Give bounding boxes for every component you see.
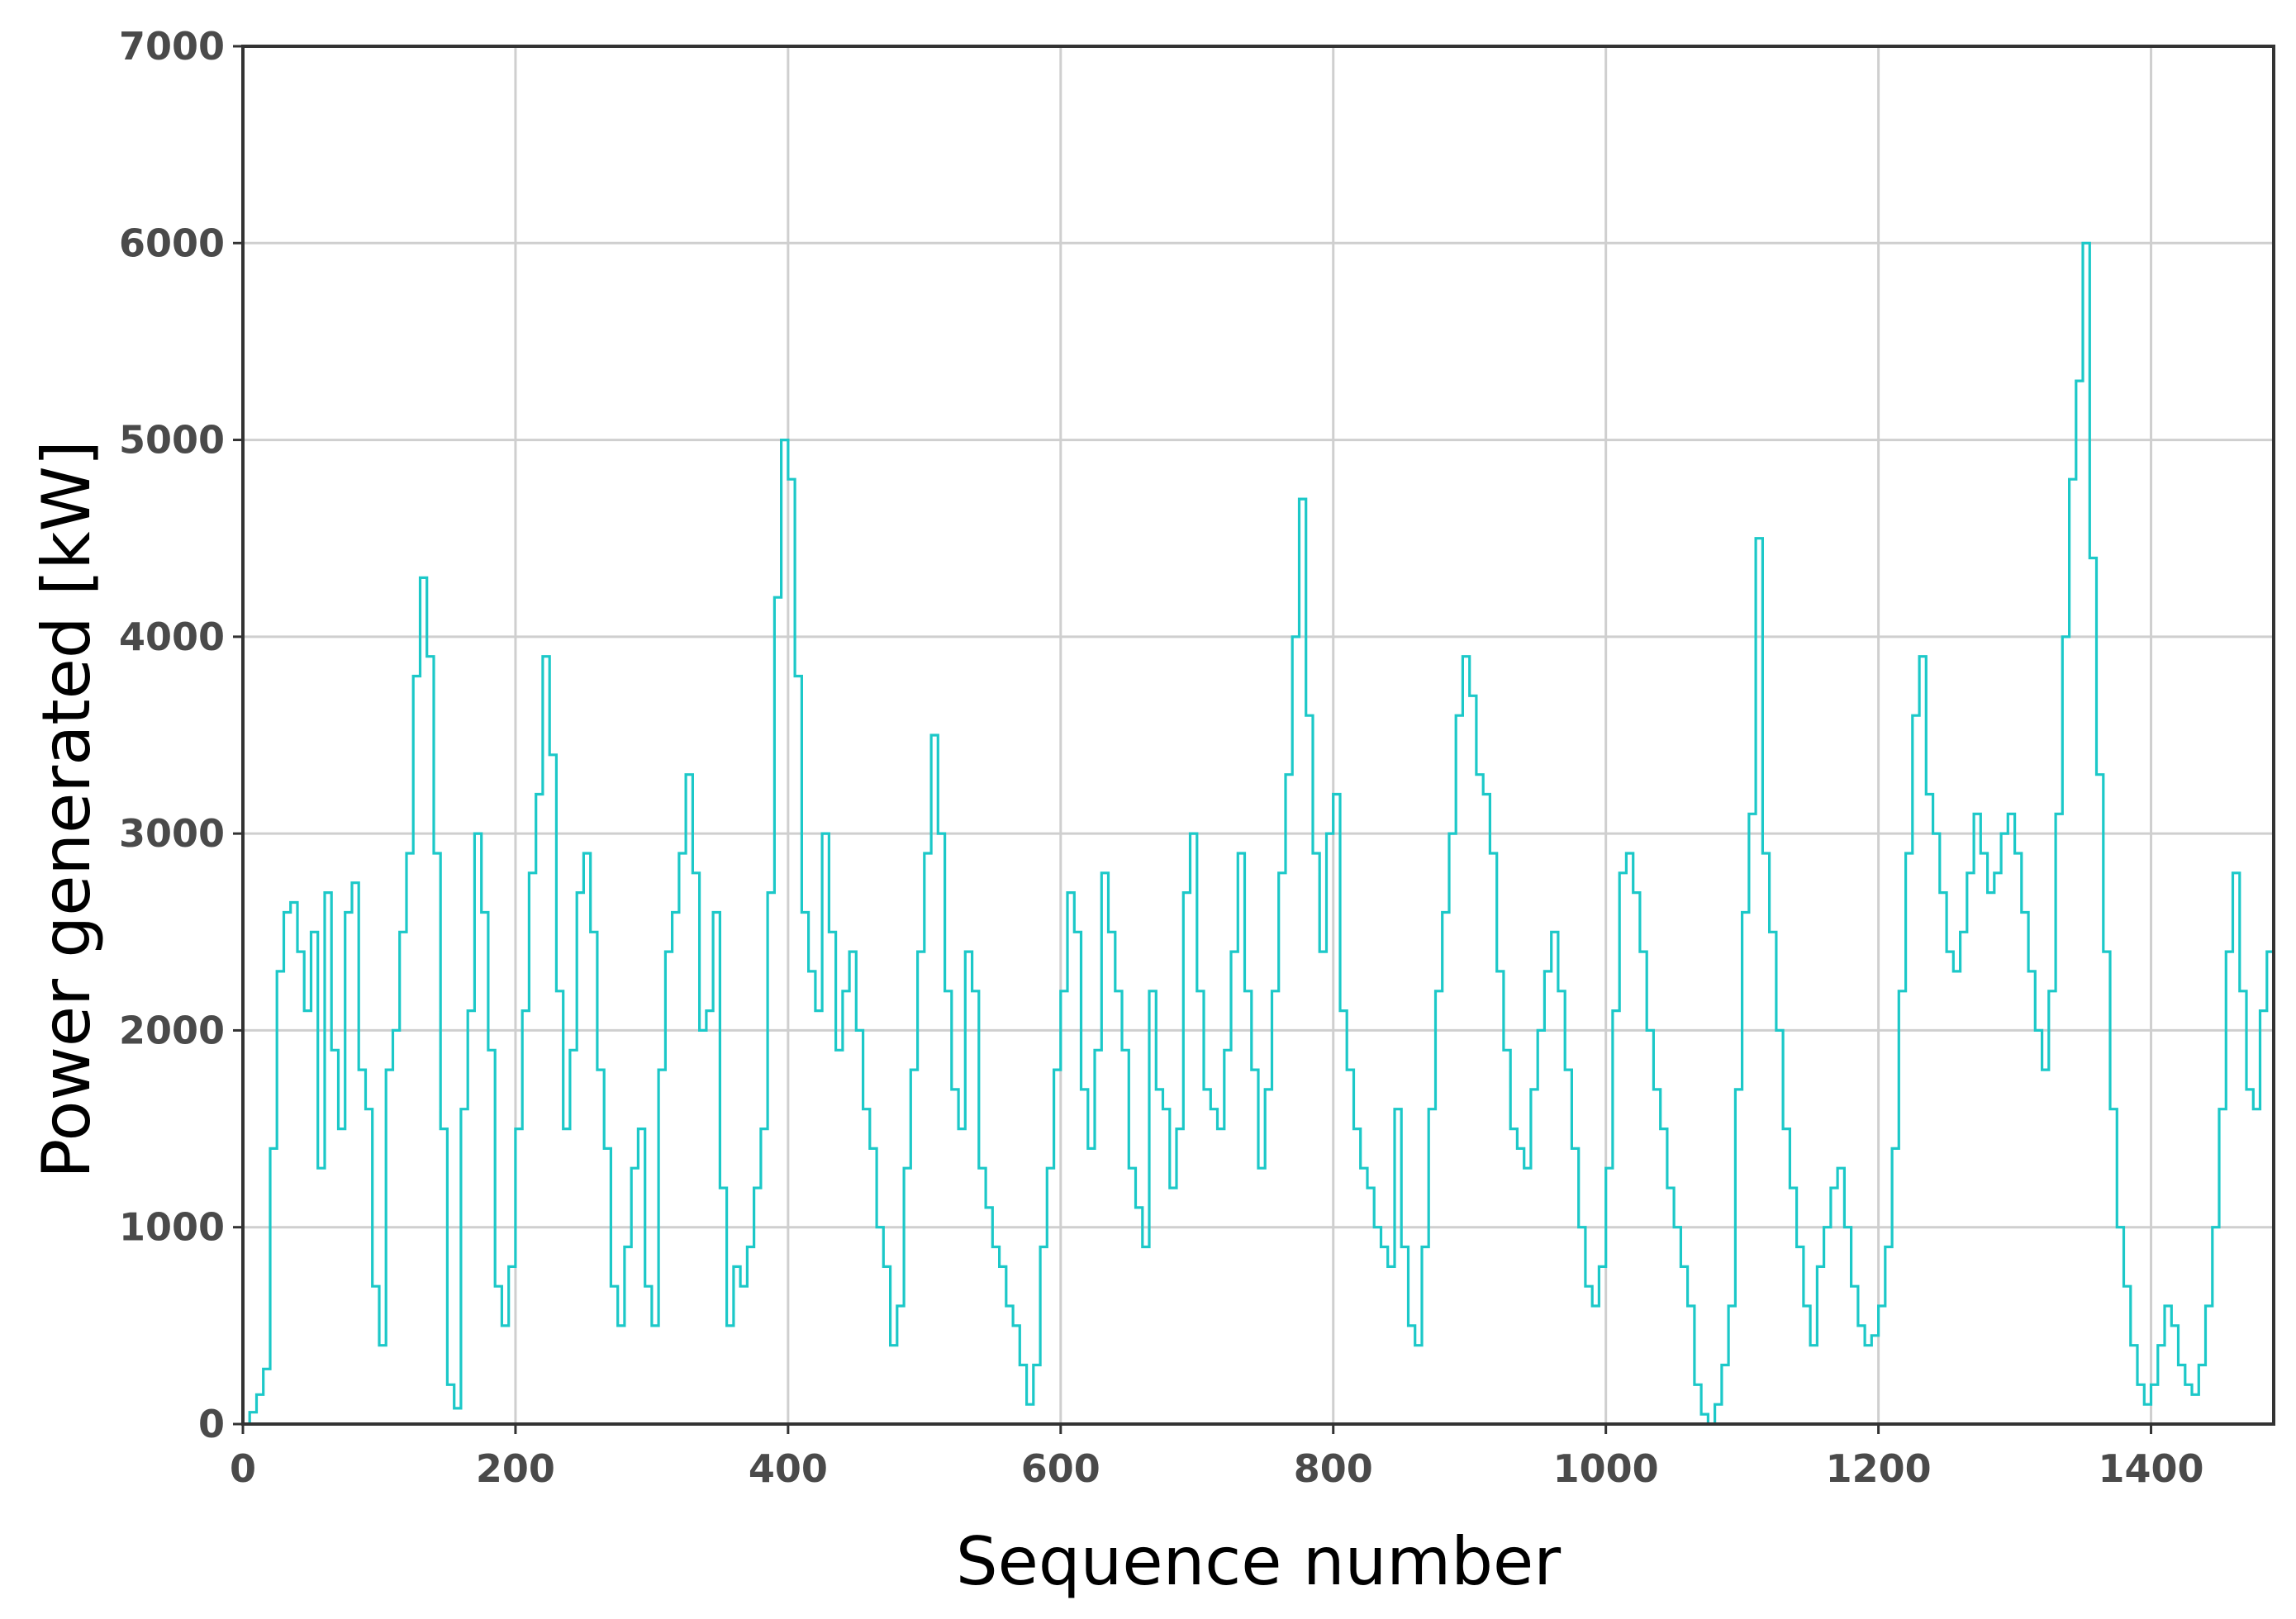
y-tick-label: 5000 xyxy=(119,418,225,463)
x-tick-label: 200 xyxy=(476,1446,555,1491)
x-tick-label: 600 xyxy=(1021,1446,1100,1491)
y-axis-title: Power generated [kW] xyxy=(28,440,105,1179)
y-axis-ticks: 0 1000 2000 3000 4000 5000 6000 7000 xyxy=(119,24,243,1446)
x-tick-label: 1200 xyxy=(1826,1446,1932,1491)
y-tick-label: 2000 xyxy=(119,1008,225,1052)
y-tick-label: 1000 xyxy=(119,1205,225,1250)
y-tick-label: 6000 xyxy=(119,221,225,265)
y-tick-label: 4000 xyxy=(119,615,225,659)
x-axis-ticks: 0 200 400 600 800 1000 1200 1400 xyxy=(230,1424,2204,1491)
x-axis-title: Sequence number xyxy=(956,1523,1561,1600)
x-tick-label: 800 xyxy=(1294,1446,1373,1491)
y-tick-label: 3000 xyxy=(119,811,225,856)
y-tick-label: 7000 xyxy=(119,24,225,69)
x-tick-label: 400 xyxy=(749,1446,828,1491)
x-tick-label: 0 xyxy=(230,1446,256,1491)
plot-area-frame xyxy=(241,45,2275,1426)
x-tick-label: 1000 xyxy=(1553,1446,1659,1491)
y-tick-label: 0 xyxy=(198,1402,225,1446)
x-tick-label: 1400 xyxy=(2099,1446,2204,1491)
